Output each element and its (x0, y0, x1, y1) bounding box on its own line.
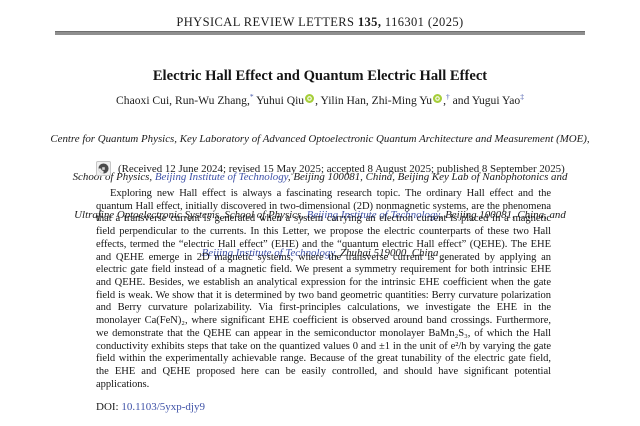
institution-link[interactable]: Beijing Institute of Technology (154, 170, 288, 183)
abstract-text: Exploring new Hall effect is always a fa… (96, 188, 551, 390)
doi-link[interactable]: 10.1103/5yxp-djy9 (121, 401, 205, 413)
doi-line: DOI: 10.1103/5yxp-djy9 (96, 401, 205, 413)
affiliation-line-4: Beijing Institute of Technology, Zhuhai … (0, 247, 640, 260)
affiliation-line-1: Centre for Quantum Physics, Key Laborato… (0, 133, 640, 146)
affiliation-block: Centre for Quantum Physics, Key Laborato… (0, 108, 640, 284)
received-dates: (Received 12 June 2024; revised 15 May 2… (118, 162, 565, 175)
header-divider (55, 31, 585, 35)
affiliation-text: Ultrafine Optoelectronic Systems, School… (74, 208, 307, 221)
orcid-icon[interactable] (305, 93, 315, 103)
footnote-marker-asterisk[interactable]: * (249, 92, 254, 102)
journal-name: PHYSICAL REVIEW LETTERS (176, 15, 358, 29)
journal-volume: 135, (357, 15, 382, 29)
doi-label: DOI: (96, 401, 122, 413)
author-names: Yuhui Qiu (253, 94, 305, 107)
affiliation-text: Centre for Quantum Physics, Key Laborato… (50, 133, 590, 146)
institution-link[interactable]: Beijing Institute of Technology (306, 208, 440, 221)
author-names: and Yugui Yao (449, 94, 521, 107)
affiliation-text: , Zhuhai 519000, China (334, 246, 439, 259)
affiliation-line-3: Ultrafine Optoelectronic Systems, School… (0, 209, 640, 222)
author-names: , (443, 94, 447, 107)
author-line: Chaoxi Cui, Run-Wu Zhang,* Yuhui Qiu , Yi… (0, 93, 640, 107)
footnote-marker-double-dagger[interactable]: ‡ (520, 92, 524, 102)
article-history-row: (Received 12 June 2024; revised 15 May 2… (96, 161, 565, 176)
affiliation-text: , Beijing 100081, China, and (439, 208, 566, 221)
journal-header: PHYSICAL REVIEW LETTERS 135, 116301 (202… (0, 15, 640, 30)
affiliation-text: School of Physics, (72, 170, 155, 183)
author-names: , Yilin Han, Zhi-Ming Yu (315, 94, 433, 107)
footnote-marker-dagger[interactable]: † (446, 92, 450, 102)
orcid-icon[interactable] (433, 93, 443, 103)
author-names: Chaoxi Cui, Run-Wu Zhang, (116, 94, 250, 107)
affiliation-line-2: School of Physics, Beijing Institute of … (0, 171, 640, 184)
paper-title: Electric Hall Effect and Quantum Electri… (152, 68, 488, 84)
institution-link[interactable]: Beijing Institute of Technology (201, 246, 335, 259)
journal-article-info: 116301 (2025) (381, 15, 464, 29)
affiliation-text: , Beijing 100081, China, Beijing Key Lab… (287, 170, 568, 183)
crossmark-icon[interactable] (96, 161, 111, 176)
